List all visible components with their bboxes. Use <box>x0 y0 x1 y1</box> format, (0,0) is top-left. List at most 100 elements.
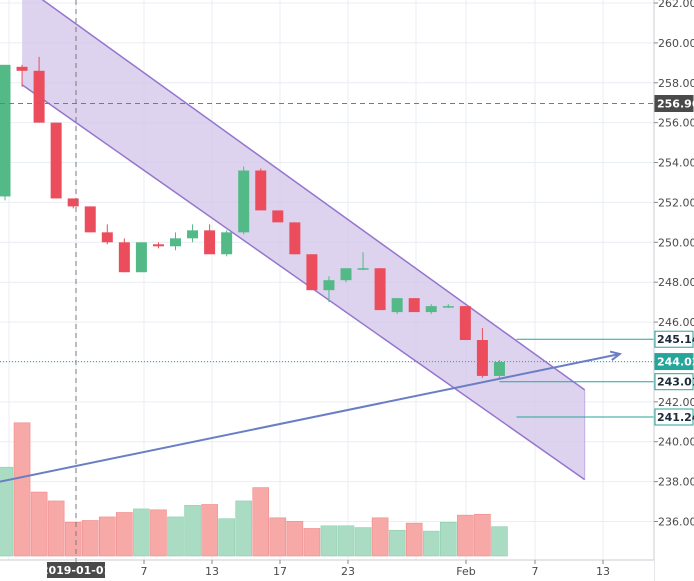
candle-body <box>204 230 216 255</box>
price-badge-label: 245.14 <box>657 333 694 346</box>
price-badge <box>654 95 694 113</box>
volume-bar <box>13 422 31 557</box>
time-tick-label: 23 <box>341 565 355 578</box>
candle-body <box>391 298 403 313</box>
candle-body <box>408 298 420 313</box>
volume-bar <box>184 505 201 557</box>
candle-body <box>101 232 113 243</box>
candle-body <box>67 198 79 207</box>
candle-body <box>289 222 301 255</box>
volume-bar <box>218 518 235 557</box>
volume-bar <box>30 491 48 557</box>
volume-bar <box>439 521 457 557</box>
price-tick-label: 238.00 <box>658 476 694 489</box>
candle-body <box>238 170 250 233</box>
volume-bar <box>371 517 389 557</box>
volume-bar <box>388 529 406 557</box>
trend-line-segment[interactable] <box>0 353 621 483</box>
time-tick-label: 13 <box>205 565 219 578</box>
candle-body <box>357 268 369 270</box>
volume-bar <box>0 466 14 557</box>
volume-bar <box>337 525 355 557</box>
price-tick-label: 262.00 <box>658 0 694 10</box>
candle-body <box>459 306 471 341</box>
candle-body <box>255 170 267 211</box>
price-tick-label: 246.00 <box>658 316 694 329</box>
volume-bar <box>457 514 474 557</box>
volume-bar <box>269 517 287 557</box>
candle-body <box>425 306 437 313</box>
candle-body <box>306 254 318 291</box>
volume-bar <box>252 487 270 557</box>
candles <box>0 56 505 378</box>
time-tick-label: 7 <box>532 565 539 578</box>
volume-bar <box>491 526 508 557</box>
volume-bar <box>167 516 184 557</box>
volume-bar <box>320 525 338 557</box>
horizontal-level-lines[interactable] <box>0 338 654 418</box>
candle-body <box>118 242 130 273</box>
price-badge-label: 256.96 <box>657 98 694 111</box>
volume-bar <box>47 500 65 557</box>
price-tick-label: 252.00 <box>658 196 694 209</box>
channel-upper-line[interactable] <box>22 0 586 391</box>
price-badge <box>654 353 694 371</box>
price-tick-label: 248.00 <box>658 276 694 289</box>
time-tick-label: Feb <box>456 565 475 578</box>
volume-bar <box>235 500 252 557</box>
price-badge-label: 241.24 <box>657 411 694 424</box>
volume-bar <box>116 512 133 557</box>
time-axis-background <box>0 560 654 581</box>
volume-bar <box>405 522 423 557</box>
volume-bars <box>0 422 508 557</box>
volume-bar <box>150 509 167 557</box>
time-tick-label: 17 <box>273 565 287 578</box>
candle-body <box>187 230 199 239</box>
candle-body <box>152 244 164 247</box>
time-tick-label: 13 <box>596 565 610 578</box>
volume-bar <box>201 504 218 557</box>
volume-bar <box>422 530 440 557</box>
candle-body <box>84 206 96 233</box>
volume-bar <box>81 520 99 557</box>
volume-bar <box>303 528 321 557</box>
date-badge <box>47 562 105 578</box>
candle-body <box>33 70 45 123</box>
volume-bar <box>99 516 116 557</box>
channel-lower-line[interactable] <box>21 84 586 481</box>
price-badge-label: 244.02 <box>657 356 694 369</box>
channel-fill <box>22 0 585 480</box>
candle-body <box>442 306 454 308</box>
candle-body <box>0 64 11 197</box>
volume-bar <box>133 508 150 557</box>
price-tick-label: 242.00 <box>658 396 694 409</box>
candle-body <box>135 242 147 273</box>
price-tick-label: 250.00 <box>658 236 694 249</box>
parallel-channel[interactable] <box>21 0 586 481</box>
candle-body <box>340 268 352 281</box>
price-tick-label: 258.00 <box>658 77 694 90</box>
volume-bar <box>474 513 491 557</box>
crosshair <box>0 0 654 560</box>
price-badge-label: 243.01 <box>657 376 694 389</box>
trend-line[interactable] <box>0 350 623 483</box>
price-badge <box>654 408 694 426</box>
volume-bar <box>64 521 82 557</box>
trend-line-arrowhead <box>609 350 623 361</box>
price-badge <box>654 373 694 391</box>
price-tick-label: 236.00 <box>658 516 694 529</box>
candle-body <box>476 340 488 376</box>
price-tick-label: 260.00 <box>658 37 694 50</box>
candle-body <box>221 232 233 255</box>
volume-bar <box>354 527 372 557</box>
date-badge-label: 2019-01-01 <box>41 564 111 577</box>
price-axis[interactable]: 236.00238.00240.00242.00244.00246.00248.… <box>653 0 694 581</box>
volume-bar <box>286 521 304 557</box>
candle-body <box>50 122 62 199</box>
time-axis[interactable]: 2019-01-01 7 13 17 23 Feb 7 13 <box>0 559 654 581</box>
candle-body <box>16 66 28 71</box>
candle-body <box>272 210 284 223</box>
price-tick-label: 256.00 <box>658 117 694 130</box>
candle-body <box>374 268 386 311</box>
